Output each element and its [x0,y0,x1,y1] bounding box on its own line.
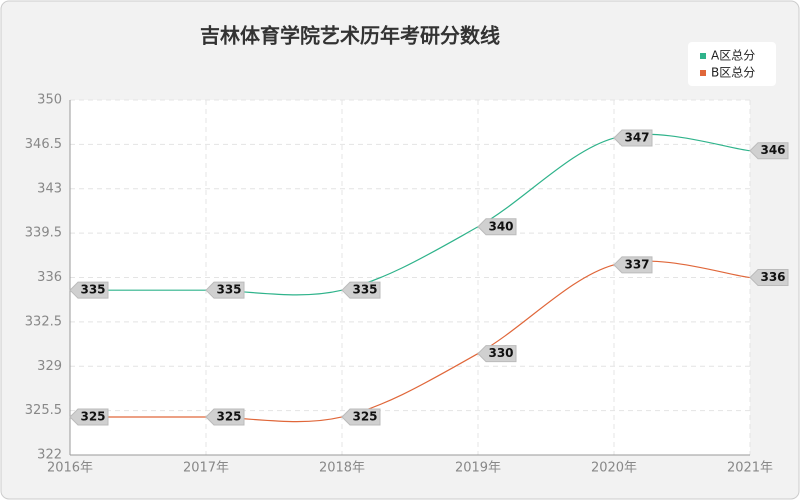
data-label: 335 [80,283,105,297]
data-label-bg [205,408,245,426]
y-tick-label: 322 [37,448,62,463]
y-tick-label: 350 [37,93,62,108]
x-tick-label: 2017年 [183,461,229,476]
y-tick-label: 339.5 [25,226,62,241]
data-label-bg [477,345,517,363]
x-tick-label: 2020年 [591,461,637,476]
data-label-bg [341,281,381,299]
x-tick-label: 2016年 [47,461,93,476]
data-label-bg [69,281,109,299]
plot-area [70,100,750,455]
data-label: 347 [624,131,649,145]
data-label-bg [477,218,517,236]
y-tick-label: 336 [37,270,62,285]
chart-title: 吉林体育学院艺术历年考研分数线 [200,24,500,48]
y-tick-label: 346.5 [25,137,62,152]
data-label: 325 [352,409,377,423]
data-label-bg [205,281,245,299]
y-tick-label: 325.5 [25,403,62,418]
data-label: 335 [216,283,241,297]
data-label: 335 [352,283,377,297]
x-tick-label: 2018年 [319,461,365,476]
legend-label: A区总分 [711,49,755,63]
data-label: 325 [216,409,241,423]
y-tick-label: 329 [37,359,62,374]
data-label: 336 [760,270,785,284]
data-label-bg [613,256,653,274]
data-label: 337 [624,257,649,271]
legend-swatch [700,53,706,59]
data-label-bg [749,142,789,160]
data-label-bg [749,269,789,286]
x-tick-label: 2021年 [727,461,773,476]
x-tick-label: 2019年 [455,461,501,476]
data-label: 325 [80,409,105,423]
y-tick-label: 343 [37,181,62,196]
data-label-bg [613,129,653,147]
legend-box [688,42,776,86]
legend-swatch [700,70,706,76]
data-label: 330 [488,346,513,360]
legend-label: B区总分 [711,66,755,80]
data-label: 346 [760,143,785,157]
y-tick-label: 332.5 [25,314,62,329]
data-label-bg [341,408,381,426]
data-label-bg [69,408,109,426]
data-label: 340 [488,219,513,233]
